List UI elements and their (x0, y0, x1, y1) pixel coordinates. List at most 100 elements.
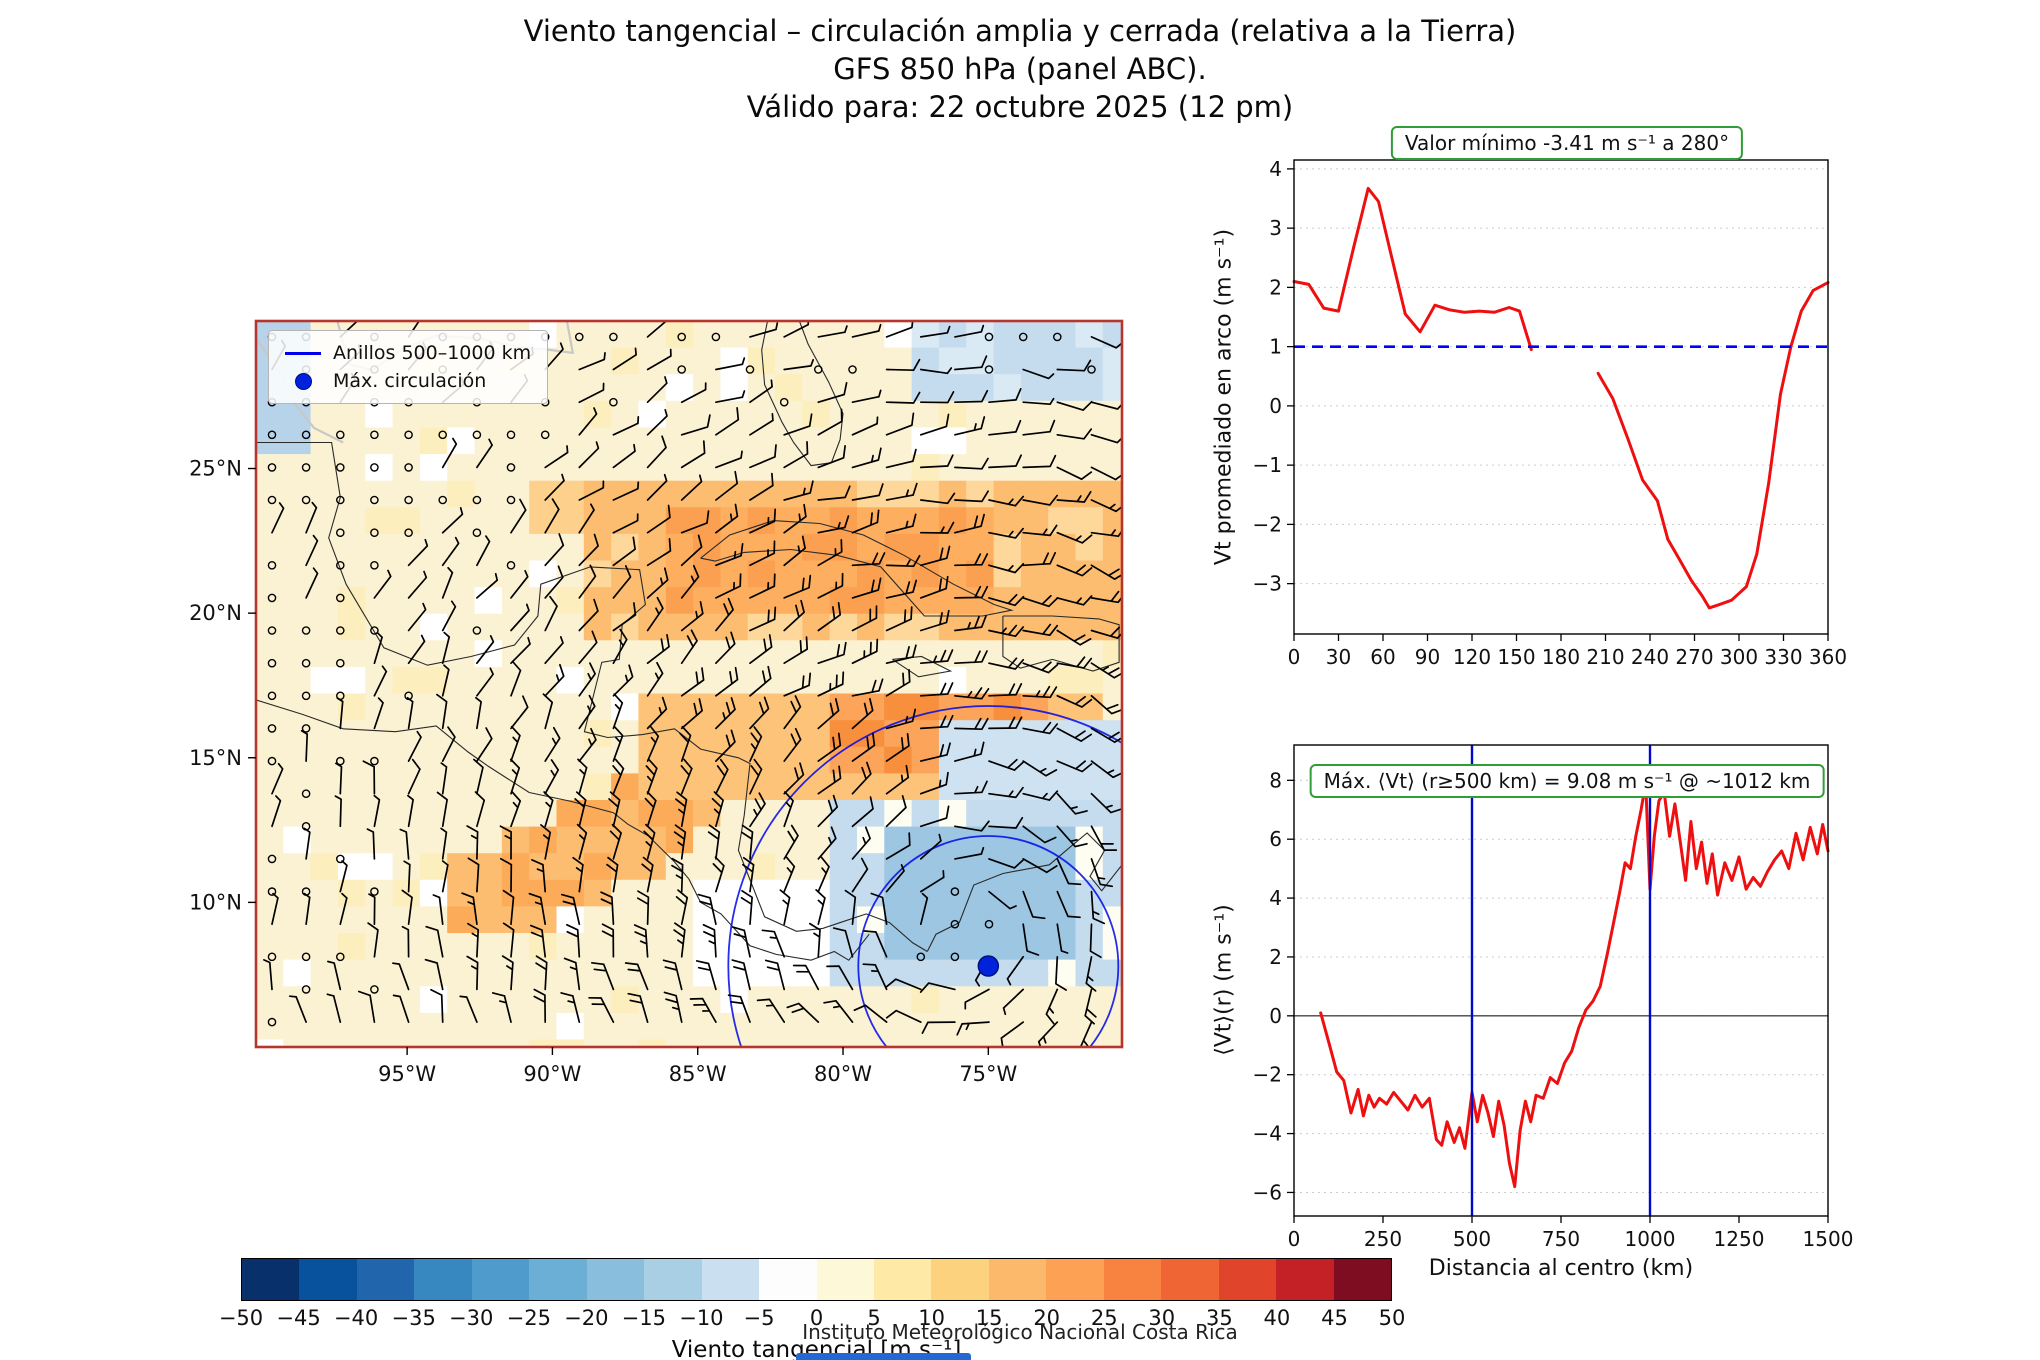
wind-barb (1090, 466, 1122, 481)
wind-barb (612, 513, 639, 534)
map-x-tick-label: 75°W (959, 1062, 1017, 1086)
wind-barb (335, 762, 343, 795)
wind-barb (680, 698, 703, 730)
wind-barb (817, 572, 844, 599)
wind-barb (1056, 694, 1093, 708)
wind-barb (742, 856, 755, 893)
legend-row-max: Máx. circulación (285, 367, 531, 395)
wind-barb (749, 726, 763, 762)
wind-barb (407, 730, 422, 762)
colorbar-tick-label: −5 (743, 1306, 775, 1330)
wind-barb (636, 890, 650, 926)
calm-circle (506, 495, 516, 505)
wind-barb (711, 791, 724, 828)
calm-circle (472, 626, 482, 635)
y-tick-label: −3 (1253, 572, 1282, 596)
wind-barb (707, 824, 721, 860)
calm-circle (438, 430, 448, 440)
wind-barb (749, 792, 766, 828)
wind-barb (501, 955, 514, 991)
wind-barb (476, 438, 493, 469)
colorbar-segment (1276, 1259, 1334, 1300)
wind-barb (823, 999, 854, 1023)
map-legend: Anillos 500–1000 km Máx. circulación (268, 330, 549, 404)
wind-barb (441, 726, 456, 762)
wind-barb (578, 441, 600, 469)
wind-barb (612, 347, 637, 371)
wind-barb (288, 995, 307, 1023)
wind-barb (885, 733, 910, 762)
wind-barb (432, 894, 444, 926)
wind-barb (919, 805, 950, 828)
footer-credit: Instituto Meteorológico Nacional Costa R… (802, 1320, 1238, 1344)
wind-barb (715, 597, 734, 632)
wind-barb (1056, 727, 1093, 742)
wind-barb (715, 729, 736, 762)
y-tick-label: 8 (1269, 768, 1282, 792)
calm-circle (335, 952, 345, 962)
legend-row-rings: Anillos 500–1000 km (285, 339, 531, 367)
wind-barb (441, 600, 457, 632)
wind-barb (851, 857, 869, 893)
wind-barb (885, 668, 911, 697)
title-line-2: GFS 850 hPa (panel ABC). (833, 52, 1207, 86)
colorbar-tick-label: 25 (1090, 1306, 1118, 1330)
wind-barb (749, 573, 776, 599)
wind-barb (407, 538, 429, 567)
wind-barb (367, 922, 379, 958)
colorbar-tick-label: 45 (1321, 1306, 1348, 1330)
wind-barb (817, 698, 840, 730)
calm-circle (370, 985, 379, 994)
wind-barb (646, 567, 669, 599)
wind-barb (885, 358, 921, 372)
calm-circle (814, 365, 823, 374)
wind-barb (851, 323, 882, 338)
wind-barb (885, 513, 917, 534)
calm-circle (848, 365, 857, 374)
wind-barb (430, 988, 444, 1023)
wind-barb (851, 761, 872, 795)
wind-barb (749, 665, 772, 697)
wind-barb (1090, 792, 1122, 814)
wind-barb (1090, 564, 1122, 580)
wind-barb (601, 923, 615, 958)
wind-barb (577, 758, 588, 795)
wind-barb (786, 1002, 820, 1023)
wind-barb (1056, 400, 1093, 411)
calm-circle (1018, 332, 1028, 342)
wind-barb (466, 955, 479, 991)
calm-circle (404, 528, 413, 538)
wind-barb (510, 695, 529, 730)
x-tick-label: 90 (1415, 645, 1440, 669)
wind-barb (783, 856, 796, 893)
wind-barb (566, 923, 581, 958)
wind-barb (612, 758, 625, 795)
wind-barb (954, 780, 988, 795)
wind-barb (919, 714, 954, 730)
wind-barb (510, 569, 529, 599)
wind-barb (373, 665, 388, 697)
wind-barb (919, 325, 951, 338)
wind-barb (680, 382, 707, 404)
wind-barb (576, 823, 588, 860)
calm-circle (950, 952, 960, 962)
wind-barb (919, 833, 942, 860)
wind-barb (885, 832, 911, 860)
wind-barb (749, 472, 774, 501)
wind-barb (529, 924, 547, 958)
wind-barb (988, 683, 1023, 697)
colorbar-tick-label: 50 (1378, 1306, 1406, 1330)
calm-circle (950, 919, 960, 929)
colorbar-tick-label: −20 (564, 1306, 609, 1330)
wind-barb (535, 955, 548, 991)
calm-circle (301, 495, 311, 505)
wind-barb (851, 796, 874, 828)
coastline-path (256, 699, 870, 961)
calm-circle (984, 332, 994, 342)
wind-barb (817, 602, 842, 632)
wind-barb (606, 856, 619, 893)
wind-barb (675, 791, 688, 828)
colorbar-tick-label: −45 (276, 1306, 321, 1330)
wind-barb (1056, 629, 1092, 646)
